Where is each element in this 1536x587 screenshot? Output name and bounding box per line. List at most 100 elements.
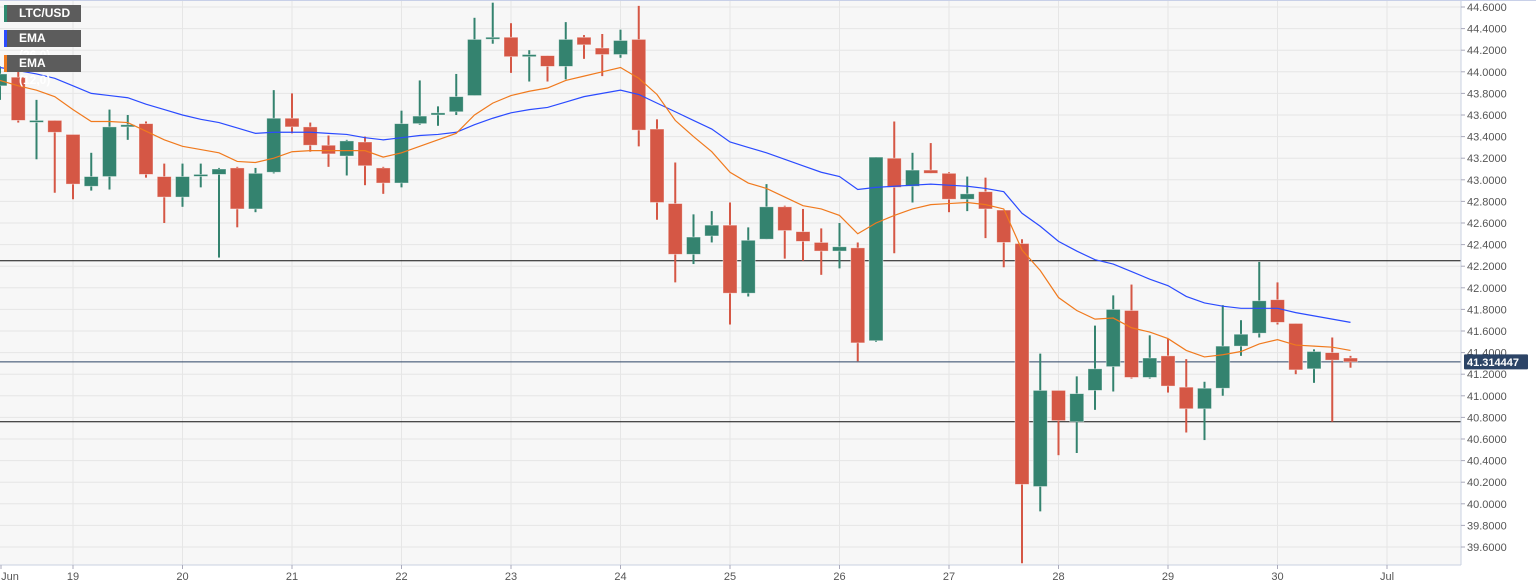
candle	[941, 172, 957, 213]
x-tick-label: 24	[614, 571, 626, 583]
candle	[1343, 355, 1358, 368]
candle	[211, 167, 227, 258]
y-tick-label: 43.0000	[1467, 175, 1507, 187]
y-tick-label: 41.8000	[1467, 304, 1507, 316]
candle	[686, 214, 701, 265]
legend-label: EMA (12,0)	[19, 56, 51, 87]
candle	[594, 34, 610, 77]
x-tick-label: 27	[943, 571, 955, 583]
candle-body	[375, 167, 391, 184]
candle	[1142, 335, 1158, 379]
candle-body	[302, 126, 318, 146]
candle	[521, 50, 537, 82]
legend-ema-12[interactable]: EMA (12,0)	[4, 55, 81, 87]
candle	[1124, 284, 1139, 379]
x-tick-label: Jun	[1, 571, 19, 583]
candle	[704, 211, 720, 243]
candle	[248, 167, 263, 213]
legend-ltc-usd[interactable]: LTC/USD	[4, 5, 81, 22]
y-tick-label: 43.4000	[1467, 132, 1507, 144]
candle-body	[1270, 299, 1285, 323]
candle-body	[1324, 352, 1340, 361]
candle-body	[1160, 355, 1176, 387]
candle	[229, 166, 245, 228]
candle	[65, 134, 81, 200]
candle	[47, 120, 63, 193]
candle-body	[813, 242, 829, 252]
candle	[357, 136, 373, 186]
y-tick-label: 40.8000	[1467, 412, 1507, 424]
candle	[1178, 359, 1194, 433]
candle-body	[594, 47, 610, 55]
candle-body	[521, 54, 537, 58]
candle	[813, 228, 829, 275]
candle-body	[175, 176, 190, 198]
candle-body	[923, 169, 939, 174]
candle-body	[850, 247, 866, 344]
candle	[1197, 381, 1212, 441]
candle	[339, 139, 355, 176]
candle-body	[649, 128, 665, 203]
candle	[1306, 349, 1322, 383]
candle	[576, 35, 592, 59]
candle-body	[1251, 300, 1267, 334]
candle-body	[47, 120, 63, 133]
legend-ema-26[interactable]: EMA (26,0)	[4, 30, 81, 62]
candle-body	[138, 123, 154, 175]
x-tick-label: 20	[176, 571, 188, 583]
candle-body	[1087, 368, 1103, 391]
x-tick-label: 28	[1052, 571, 1064, 583]
candle	[83, 152, 99, 191]
candle-body	[613, 40, 628, 55]
candle-body	[905, 169, 920, 187]
candle-body	[941, 172, 957, 200]
candle-body	[321, 144, 336, 155]
candle-body	[83, 176, 99, 187]
candle	[868, 156, 884, 342]
candle-body	[485, 36, 501, 40]
y-tick-label: 43.2000	[1467, 153, 1507, 165]
candle-body	[248, 172, 263, 210]
candle-body	[576, 36, 592, 46]
candle	[193, 163, 209, 188]
candle	[485, 2, 501, 44]
y-tick-label: 43.8000	[1467, 88, 1507, 100]
candle	[777, 205, 793, 259]
current-price-tag: 41.314447	[1464, 354, 1528, 370]
y-tick-label: 41.2000	[1467, 369, 1507, 381]
candle	[905, 152, 920, 203]
x-tick-label: 23	[505, 571, 517, 583]
y-tick-label: 42.8000	[1467, 196, 1507, 208]
candle-body	[868, 156, 884, 342]
candle	[175, 163, 190, 207]
candle-body	[1233, 333, 1249, 347]
x-tick-label: 26	[833, 571, 845, 583]
candle-body	[722, 224, 738, 294]
y-tick-label: 44.2000	[1467, 45, 1507, 57]
candle	[1069, 376, 1085, 454]
candle	[284, 93, 300, 134]
candle-body	[1178, 386, 1194, 410]
candle-body	[686, 236, 701, 255]
y-tick-label: 39.6000	[1467, 542, 1507, 554]
y-tick-label: 44.4000	[1467, 24, 1507, 36]
candle-body	[1051, 389, 1066, 422]
candle	[886, 121, 902, 254]
candle-body	[10, 76, 26, 121]
candle-body	[229, 167, 245, 210]
candle	[1270, 282, 1285, 325]
x-axis: Jun 19 20 21 22 23 24 25 26 27 28 29 30 Jul	[0, 565, 1394, 583]
y-tick-label: 40.2000	[1467, 477, 1507, 489]
candle-body	[1142, 357, 1158, 378]
candle-body	[759, 206, 774, 240]
candle	[631, 5, 647, 147]
candle	[1288, 323, 1304, 375]
x-tick-label: Jul	[1380, 571, 1394, 583]
y-axis: 44.6000 44.4000 44.2000 44.0000 43.8000 43.60…	[1461, 2, 1507, 554]
candle	[923, 143, 939, 174]
candle	[1087, 325, 1103, 410]
ema-12-line	[0, 66, 1351, 358]
candle	[850, 242, 866, 362]
candle-body	[1343, 357, 1358, 363]
